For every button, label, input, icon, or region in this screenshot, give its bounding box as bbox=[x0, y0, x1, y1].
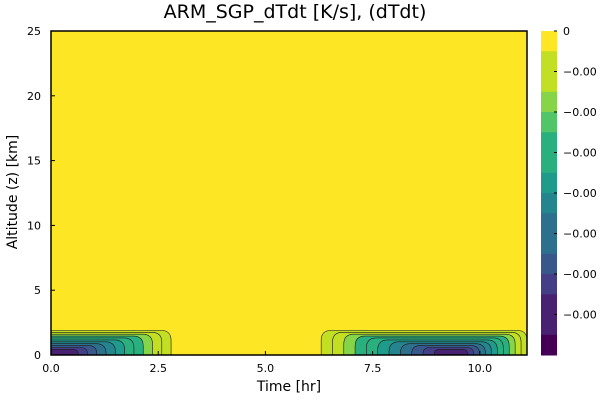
x-tick-label-3: 7.5 bbox=[364, 362, 382, 375]
cooling-region-1 bbox=[50, 330, 172, 356]
x-axis: 0.0 2.5 5.0 7.5 10.0 bbox=[42, 351, 492, 375]
x-tick-label-2: 5.0 bbox=[257, 362, 275, 375]
colorbar-tick-label-1: −0.00 bbox=[563, 66, 597, 79]
colorbar-level-15 bbox=[541, 334, 557, 356]
colorbar-level-14 bbox=[541, 314, 557, 336]
y-axis: 0 5 10 15 20 25 bbox=[27, 25, 55, 362]
y-tick-label-0: 0 bbox=[34, 349, 41, 362]
y-tick-label-4: 20 bbox=[27, 90, 41, 103]
colorbar-level-7 bbox=[541, 172, 557, 194]
colorbar-level-2 bbox=[541, 71, 557, 93]
colorbar-tick-label-3: −0.00 bbox=[563, 147, 597, 160]
plot-background bbox=[51, 31, 527, 355]
x-axis-label: Time [hr] bbox=[256, 379, 321, 395]
y-tick-label-1: 5 bbox=[34, 284, 41, 297]
colorbar-level-6 bbox=[541, 152, 557, 174]
plot-area bbox=[50, 30, 528, 356]
y-tick-label-3: 15 bbox=[27, 155, 41, 168]
colorbar-tick-label-5: −0.00 bbox=[563, 228, 597, 241]
x-tick-label-4: 10.0 bbox=[468, 362, 493, 375]
cooling-region-2 bbox=[320, 330, 528, 356]
y-tick-label-5: 25 bbox=[27, 25, 41, 38]
plot-frame bbox=[50, 30, 528, 356]
y-tick-label-2: 10 bbox=[27, 219, 41, 232]
x-tick-label-0: 0.0 bbox=[42, 362, 60, 375]
colorbar-level-10 bbox=[541, 233, 557, 255]
contour-band-1-11 bbox=[50, 349, 79, 356]
colorbar-level-5 bbox=[541, 132, 557, 153]
y-axis-label: Altitude (z) [km] bbox=[5, 135, 21, 250]
colorbar-tick-label-7: −0.00 bbox=[563, 309, 597, 322]
colorbar-level-1 bbox=[541, 51, 557, 72]
x-tick-label-1: 2.5 bbox=[149, 362, 167, 375]
colorbar-tick-label-2: −0.00 bbox=[563, 106, 597, 119]
colorbar-tick-label-6: −0.00 bbox=[563, 268, 597, 281]
colorbar-level-13 bbox=[541, 294, 557, 315]
colorbar-level-12 bbox=[541, 274, 557, 295]
colorbar-level-9 bbox=[541, 213, 557, 234]
colorbar: 0 −0.00 −0.00 −0.00 −0.00 −0.00 −0.00 −0.00 bbox=[541, 25, 597, 356]
colorbar-level-8 bbox=[541, 193, 557, 214]
colorbar-tick-label-4: −0.00 bbox=[563, 187, 597, 200]
chart-title: ARM_SGP_dTdt [K/s], (dTdt) bbox=[164, 1, 427, 23]
contour-band-2-11 bbox=[433, 349, 469, 356]
colorbar-level-3 bbox=[541, 91, 557, 113]
colorbar-level-11 bbox=[541, 253, 557, 275]
colorbar-level-4 bbox=[541, 112, 557, 133]
colorbar-tick-label-0: 0 bbox=[563, 25, 570, 38]
colorbar-level-0 bbox=[541, 31, 557, 52]
